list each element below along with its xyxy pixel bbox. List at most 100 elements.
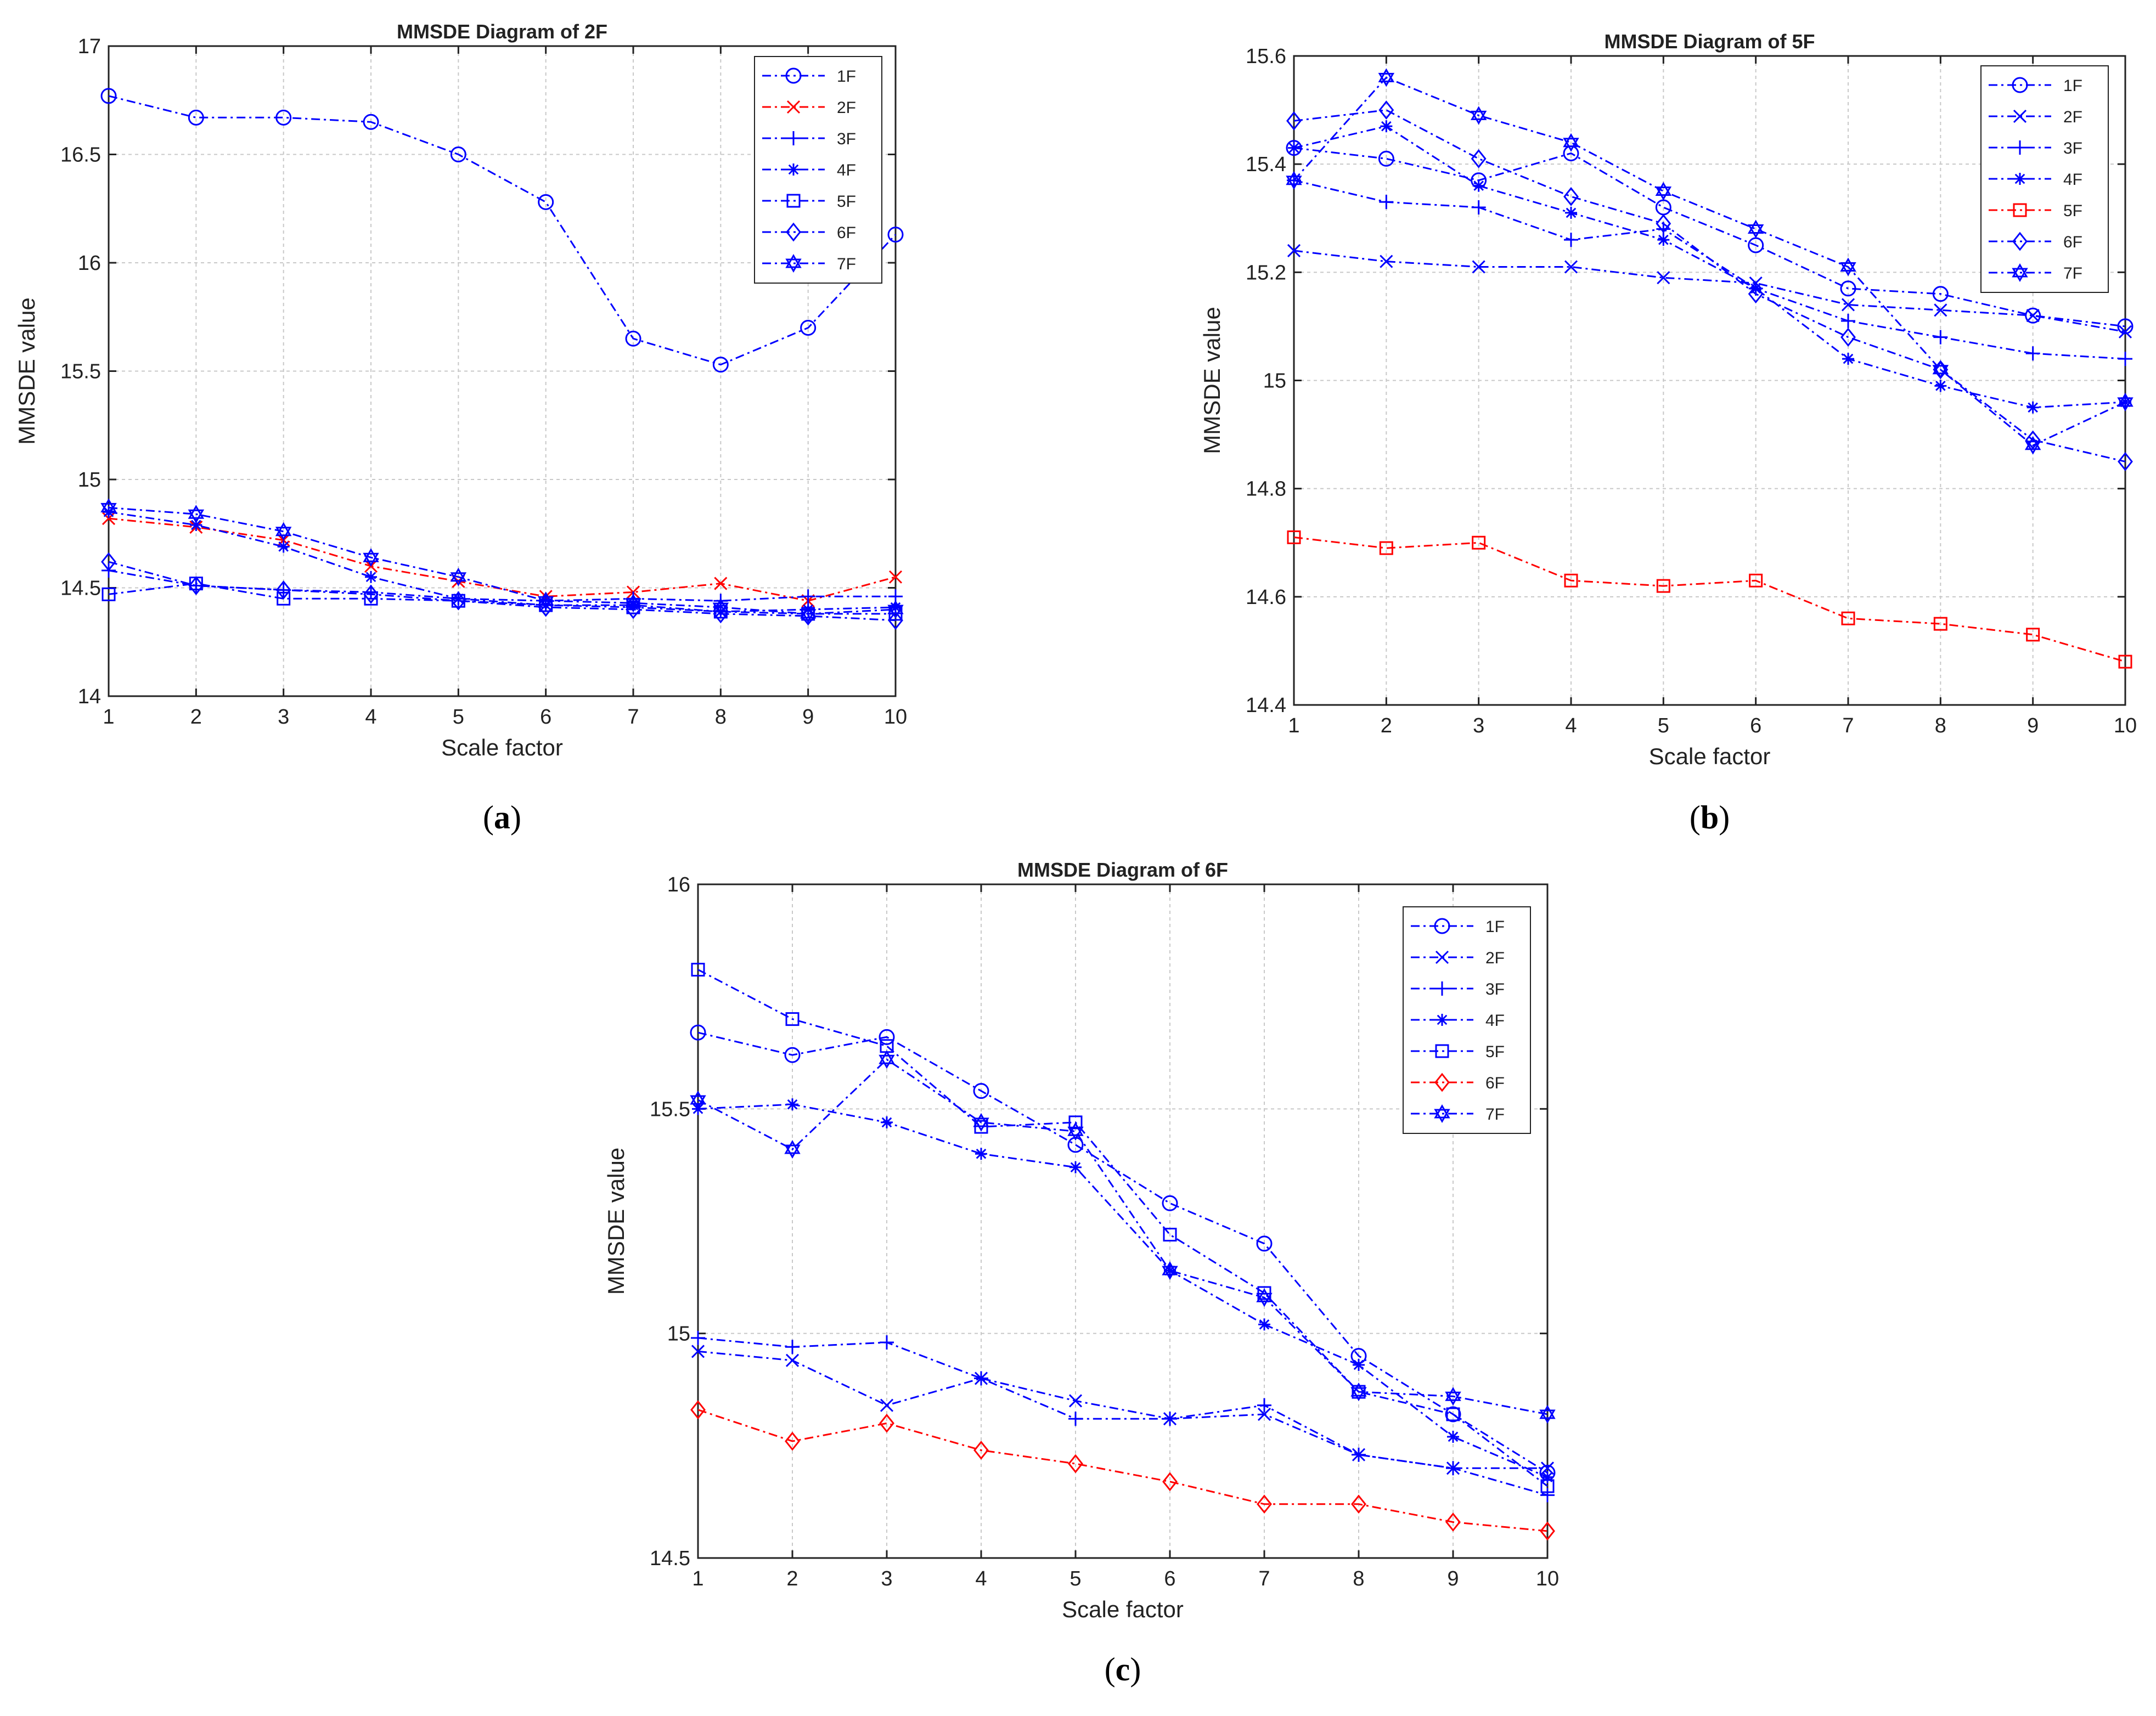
series-line-5F xyxy=(108,583,896,615)
x-tick-label: 7 xyxy=(1258,1567,1270,1590)
legend-label: 2F xyxy=(837,99,856,117)
data-point-2F-10 xyxy=(2118,325,2132,338)
y-tick-label: 15.4 xyxy=(1246,153,1286,176)
data-point-7F-10 xyxy=(2117,392,2134,411)
y-tick-label: 16.5 xyxy=(60,144,101,167)
data-point-3F-3 xyxy=(880,1335,894,1350)
data-point-1F-7 xyxy=(1840,280,1856,297)
data-point-4F-5 xyxy=(1069,1161,1082,1173)
legend-label: 7F xyxy=(1485,1105,1505,1124)
chart-panel-2: 1 2 3 4 5 6 7 8 9 10 14.4 14.6 14.8 15 15.2 15.4 15.6 MMS… xyxy=(1199,30,2137,836)
data-point-7F-9 xyxy=(2024,436,2041,455)
data-point-1F-6 xyxy=(538,194,554,210)
data-point-2F-2 xyxy=(785,1353,800,1367)
x-tick-label: 3 xyxy=(1473,714,1484,737)
data-point-4F-9 xyxy=(2026,401,2039,414)
y-tick-label: 14.5 xyxy=(650,1547,690,1570)
data-point-7F-2 xyxy=(188,505,205,524)
legend-label: 5F xyxy=(837,193,856,211)
data-point-2F-10 xyxy=(888,570,903,584)
series-line-2F xyxy=(1293,250,2126,333)
series-line-4F xyxy=(697,1103,1548,1478)
series-line-7F xyxy=(1293,76,2126,447)
x-tick-label: 4 xyxy=(365,705,376,729)
data-point-7F-9 xyxy=(1445,1387,1461,1406)
x-tick-label: 1 xyxy=(692,1567,703,1590)
data-point-6F-1 xyxy=(1286,111,1302,131)
data-point-3F-9 xyxy=(1446,1461,1460,1476)
caption-close: ) xyxy=(510,799,521,836)
data-point-7F-6 xyxy=(537,591,554,611)
series-line-1F xyxy=(697,1031,1548,1474)
x-tick-label: 1 xyxy=(1288,714,1299,737)
data-point-1F-8 xyxy=(712,357,729,373)
x-tick-label: 2 xyxy=(786,1567,798,1590)
data-point-4F-10 xyxy=(1541,1471,1553,1483)
legend-marker-6F xyxy=(786,222,801,242)
x-axis-label: Scale factor xyxy=(1062,1596,1184,1622)
legend-label: 1F xyxy=(1485,918,1505,936)
y-tick-label: 15 xyxy=(78,468,101,492)
legend-marker-5F xyxy=(1435,1044,1449,1058)
data-point-5F-6 xyxy=(1749,573,1763,588)
data-point-3F-7 xyxy=(1841,314,1855,329)
series-line-6F xyxy=(697,1409,1548,1532)
x-tick-label: 6 xyxy=(540,705,551,729)
data-point-1F-4 xyxy=(973,1083,989,1099)
legend-marker-7F xyxy=(785,253,802,273)
data-point-2F-5 xyxy=(1657,271,1670,285)
x-tick-label: 9 xyxy=(2027,714,2039,737)
x-tick-label: 2 xyxy=(190,705,202,729)
x-tick-label: 6 xyxy=(1750,714,1761,737)
legend-marker-1F xyxy=(1434,918,1450,934)
x-tick-label: 4 xyxy=(975,1567,987,1590)
data-point-7F-7 xyxy=(1256,1288,1273,1307)
data-point-3F-2 xyxy=(1379,195,1394,210)
legend-label: 2F xyxy=(2063,108,2082,126)
data-point-3F-2 xyxy=(785,1340,800,1354)
chart-panel-1: 1 2 3 4 5 6 7 8 9 10 14 14.5 15 15.5 16 16.5 17 MMSDE Dia… xyxy=(14,20,907,836)
series-4F xyxy=(1288,120,2131,414)
data-point-5F-1 xyxy=(1287,530,1301,544)
series-6F xyxy=(1286,100,2133,471)
data-point-1F-1 xyxy=(690,1024,706,1041)
data-point-7F-5 xyxy=(450,567,467,586)
x-tick-label: 5 xyxy=(1069,1567,1081,1590)
y-axis-label: MMSDE value xyxy=(603,1148,629,1295)
data-point-1F-2 xyxy=(188,109,204,126)
series-7F xyxy=(100,498,904,623)
y-axis-label: MMSDE value xyxy=(1199,307,1225,454)
legend-label: 3F xyxy=(1485,980,1505,998)
y-tick-label: 14.8 xyxy=(1246,478,1286,501)
data-point-1F-9 xyxy=(800,320,817,336)
data-point-4F-5 xyxy=(1657,234,1670,246)
data-point-7F-5 xyxy=(1067,1122,1084,1141)
data-point-7F-9 xyxy=(800,604,817,623)
data-point-1F-4 xyxy=(363,114,379,130)
data-point-1F-6 xyxy=(1162,1195,1178,1211)
data-point-5F-1 xyxy=(691,963,705,977)
data-point-7F-8 xyxy=(712,598,729,617)
series-line-2F xyxy=(108,517,896,602)
data-point-4F-4 xyxy=(1565,206,1577,219)
data-point-3F-8 xyxy=(1352,1447,1366,1462)
data-point-7F-2 xyxy=(784,1139,801,1159)
data-point-4F-3 xyxy=(881,1116,893,1128)
data-point-1F-5 xyxy=(450,146,466,162)
data-point-7F-1 xyxy=(100,498,117,517)
data-point-2F-5 xyxy=(1068,1394,1083,1408)
legend-marker-6F xyxy=(1434,1072,1450,1092)
data-point-6F-7 xyxy=(1840,328,1856,347)
data-point-7F-8 xyxy=(1932,360,1949,379)
data-point-3F-9 xyxy=(2025,346,2040,361)
y-tick-label: 17 xyxy=(78,35,101,58)
data-point-6F-1 xyxy=(101,552,116,572)
x-tick-label: 4 xyxy=(1565,714,1577,737)
data-point-4F-4 xyxy=(365,571,377,583)
legend-marker-5F xyxy=(786,194,801,208)
data-point-3F-10 xyxy=(1540,1488,1555,1503)
data-point-6F-5 xyxy=(1656,214,1671,234)
data-point-6F-4 xyxy=(1563,187,1579,206)
data-point-5F-2 xyxy=(1379,541,1393,555)
data-point-4F-4 xyxy=(975,1148,987,1160)
